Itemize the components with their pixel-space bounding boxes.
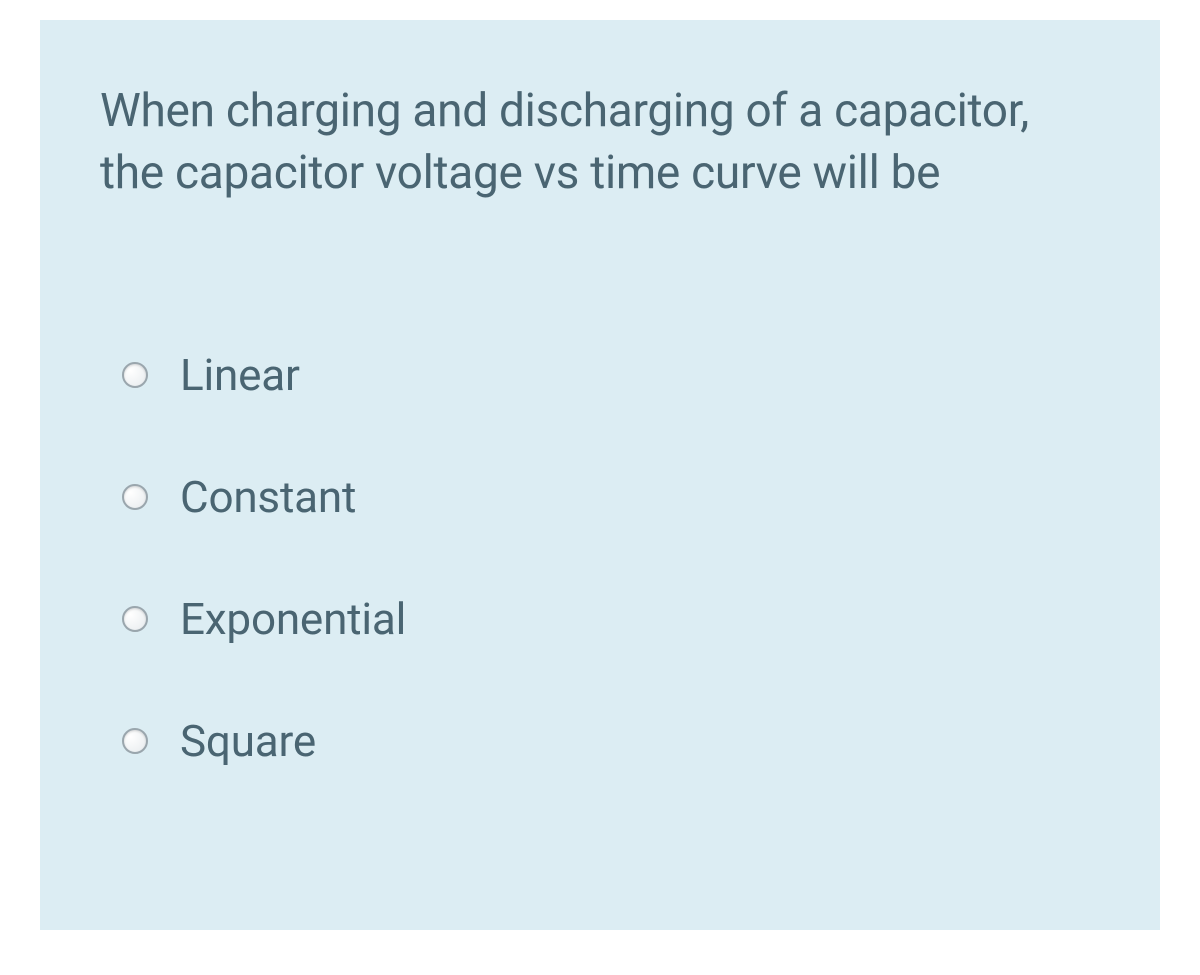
option-radio-constant[interactable] [122,484,148,510]
option-label-linear[interactable]: Linear [180,349,300,401]
option-radio-linear[interactable] [122,362,148,388]
question-text: When charging and discharging of a capac… [100,80,1100,204]
option-row[interactable]: Constant [120,471,1100,523]
option-label-square[interactable]: Square [180,715,316,767]
option-radio-square[interactable] [122,728,148,754]
radio-wrap [120,482,150,512]
options-block: Linear Constant Exponential Square [100,349,1100,767]
radio-wrap [120,604,150,634]
option-radio-exponential[interactable] [122,606,148,632]
option-label-exponential[interactable]: Exponential [180,593,406,645]
option-row[interactable]: Square [120,715,1100,767]
option-label-constant[interactable]: Constant [180,471,356,523]
radio-wrap [120,360,150,390]
option-row[interactable]: Exponential [120,593,1100,645]
radio-wrap [120,726,150,756]
option-row[interactable]: Linear [120,349,1100,401]
quiz-card: When charging and discharging of a capac… [40,20,1160,930]
